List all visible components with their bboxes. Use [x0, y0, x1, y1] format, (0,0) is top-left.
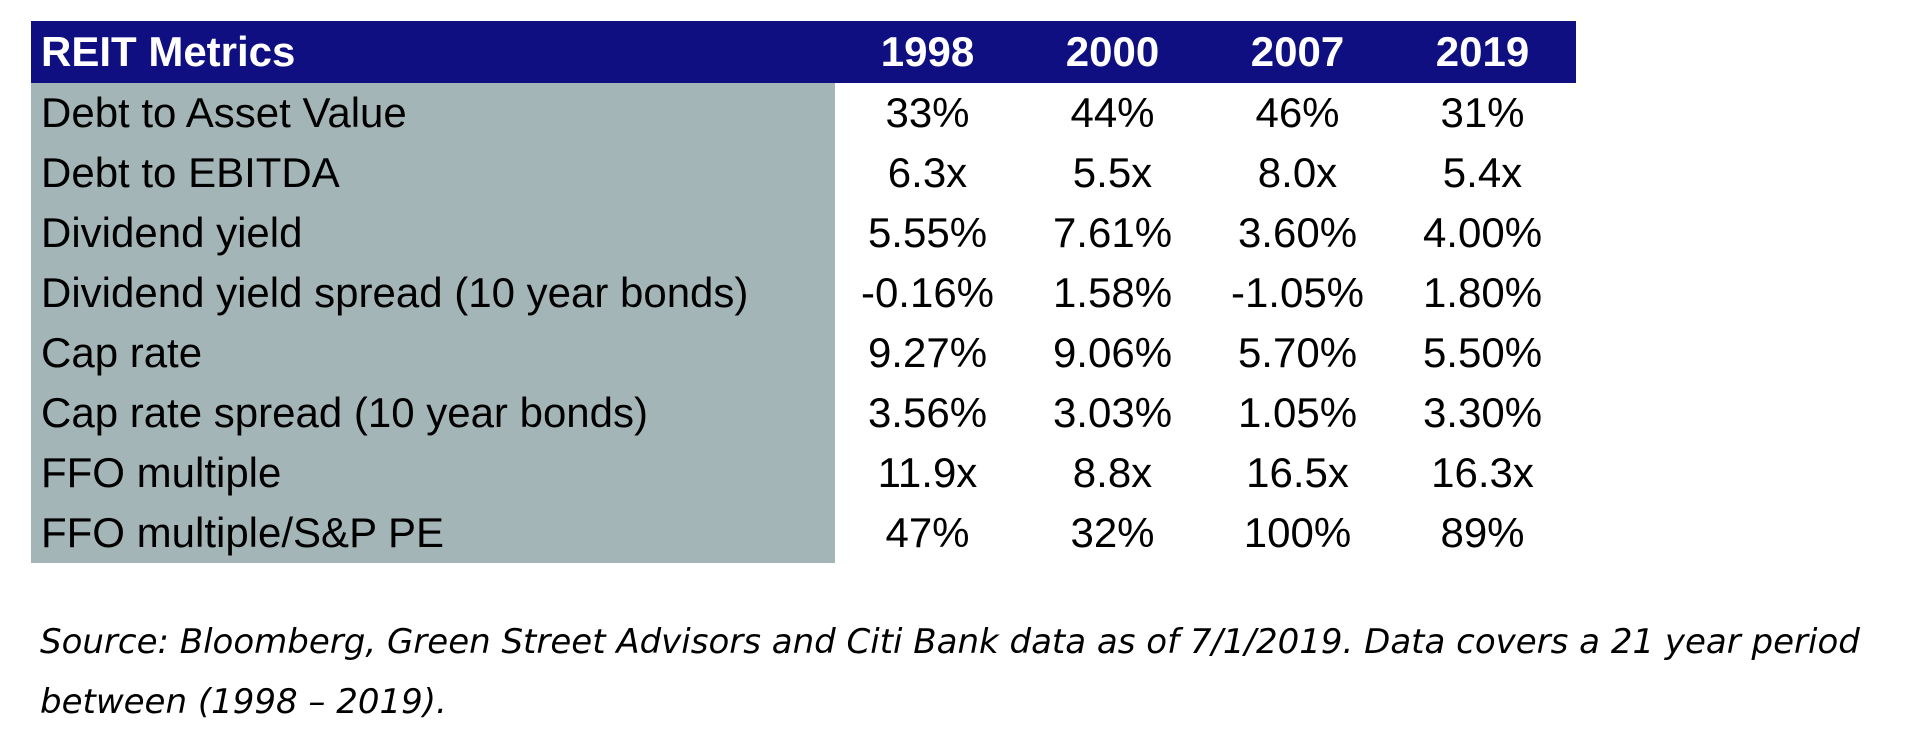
metric-value: 5.55% — [867, 209, 988, 256]
metric-values-column: 33% 44% 46% 31% 6.3x 5.5x 8.0x 5.4x 5.55… — [835, 83, 1576, 563]
metric-value: 46% — [1255, 89, 1340, 136]
metric-value: 5.4x — [1442, 149, 1523, 196]
table-header-row: REIT Metrics 1998 2000 2007 2019 — [31, 21, 1576, 83]
metric-value: 11.9x — [877, 449, 978, 496]
metric-value: 32% — [1070, 509, 1155, 556]
metric-value: 4.00% — [1422, 209, 1543, 256]
metric-value: 1.05% — [1237, 389, 1358, 436]
metric-value: 3.03% — [1052, 389, 1173, 436]
metric-value: 7.61% — [1052, 209, 1173, 256]
table-row: 9.27% 9.06% 5.70% 5.50% — [835, 323, 1576, 383]
metric-value: 3.60% — [1237, 209, 1358, 256]
table-row: 11.9x 8.8x 16.5x 16.3x — [835, 443, 1576, 503]
metric-value: 1.80% — [1422, 269, 1543, 316]
metric-label: Cap rate spread (10 year bonds) — [41, 389, 649, 436]
metric-value: 5.70% — [1237, 329, 1358, 376]
table-row: 5.55% 7.61% 3.60% 4.00% — [835, 203, 1576, 263]
metric-value: 6.3x — [887, 149, 968, 196]
metric-value: 47% — [885, 509, 970, 556]
metric-value: 5.50% — [1422, 329, 1543, 376]
year-header-2000: 2000 — [1065, 28, 1160, 75]
metric-value: 100% — [1243, 509, 1352, 556]
metric-value: 33% — [885, 89, 970, 136]
metric-label: Cap rate — [41, 329, 203, 376]
year-header-2019: 2019 — [1435, 28, 1530, 75]
metric-value: 44% — [1070, 89, 1155, 136]
metric-label: Debt to Asset Value — [41, 89, 407, 136]
year-header-1998: 1998 — [880, 28, 975, 75]
metric-value: 9.06% — [1052, 329, 1173, 376]
source-note: Source: Bloomberg, Green Street Advisors… — [40, 622, 1860, 722]
table-row: 3.56% 3.03% 1.05% 3.30% — [835, 383, 1576, 443]
metric-label: FFO multiple — [41, 449, 282, 496]
metric-label: FFO multiple/S&P PE — [41, 509, 445, 556]
year-header-2007: 2007 — [1250, 28, 1345, 75]
metric-value: 89% — [1440, 509, 1525, 556]
metric-value: -1.05% — [1230, 269, 1365, 316]
metric-value: 3.30% — [1422, 389, 1543, 436]
metric-label: Debt to EBITDA — [41, 149, 340, 196]
metric-value: 16.5x — [1246, 449, 1349, 496]
table-body: Debt to Asset Value Debt to EBITDA Divid… — [31, 83, 1576, 563]
metric-value: 16.3x — [1431, 449, 1534, 496]
metric-label: Dividend yield spread (10 year bonds) — [41, 269, 749, 316]
metric-label: Dividend yield — [41, 209, 303, 256]
metric-value: 3.56% — [867, 389, 988, 436]
table-row: -0.16% 1.58% -1.05% 1.80% — [835, 263, 1576, 323]
metric-value: 31% — [1440, 89, 1525, 136]
metric-label-column: Debt to Asset Value Debt to EBITDA Divid… — [31, 83, 835, 563]
metric-value: 5.5x — [1072, 149, 1153, 196]
table-row: 47% 32% 100% 89% — [835, 503, 1576, 563]
table-title: REIT Metrics — [41, 28, 296, 75]
metric-value: 8.0x — [1257, 149, 1338, 196]
metric-value: 8.8x — [1072, 449, 1153, 496]
reit-metrics-table: REIT Metrics 1998 2000 2007 2019 Debt to… — [31, 21, 1576, 563]
table-row: 6.3x 5.5x 8.0x 5.4x — [835, 143, 1576, 203]
metric-value: -0.16% — [860, 269, 995, 316]
table-row: 33% 44% 46% 31% — [835, 83, 1576, 143]
metric-value: 9.27% — [867, 329, 988, 376]
metric-value: 1.58% — [1052, 269, 1173, 316]
